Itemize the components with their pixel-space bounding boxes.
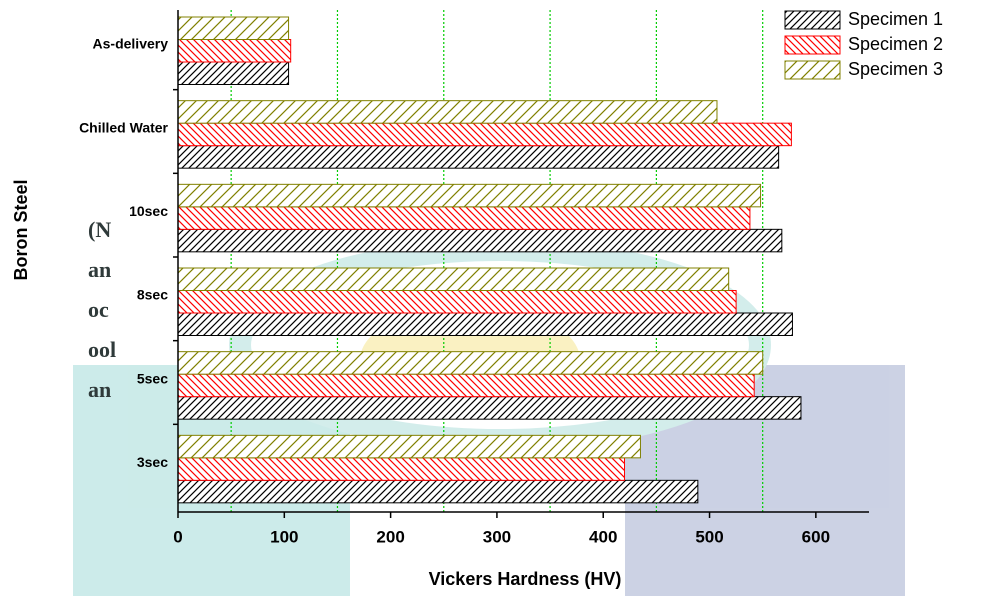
bar xyxy=(177,457,625,481)
bar xyxy=(177,228,783,253)
x-tick-label: 100 xyxy=(270,527,298,546)
y-tick-label: 10sec xyxy=(129,203,168,219)
y-tick-label: 8sec xyxy=(137,287,168,303)
x-tick-label: 0 xyxy=(173,527,182,546)
x-tick-label: 500 xyxy=(695,527,723,546)
bar xyxy=(177,267,730,291)
bar xyxy=(177,479,699,504)
y-tick-label: As-delivery xyxy=(93,36,169,52)
bar xyxy=(177,61,290,85)
legend-swatch xyxy=(784,60,841,80)
bar xyxy=(177,396,802,420)
x-tick-label: 600 xyxy=(802,527,830,546)
bar xyxy=(177,434,641,459)
y-tick-label: 3sec xyxy=(137,454,168,470)
bar xyxy=(177,206,751,230)
x-tick-label: 400 xyxy=(589,527,617,546)
overlay-text: oc xyxy=(88,297,109,322)
bar xyxy=(177,290,737,314)
bar xyxy=(177,145,780,169)
x-tick-label: 300 xyxy=(483,527,511,546)
legend-label: Specimen 3 xyxy=(848,59,943,79)
legend-swatch xyxy=(784,10,841,30)
x-axis-label: Vickers Hardness (HV) xyxy=(429,569,622,589)
overlay-text: an xyxy=(88,257,111,282)
x-tick-label: 200 xyxy=(376,527,404,546)
y-tick-label: Chilled Water xyxy=(79,119,168,135)
legend-label: Specimen 2 xyxy=(848,34,943,54)
bar xyxy=(177,183,762,208)
bar xyxy=(177,351,764,375)
y-tick-label: 5sec xyxy=(137,370,168,386)
bar xyxy=(177,373,755,398)
bar xyxy=(177,16,290,40)
overlay-text: ool xyxy=(88,337,116,362)
overlay-text: an xyxy=(88,377,111,402)
bar xyxy=(177,122,792,147)
bar xyxy=(177,100,718,124)
y-axis-label: Boron Steel xyxy=(11,179,31,280)
bar xyxy=(177,312,793,336)
overlay-text: (N xyxy=(88,217,111,242)
legend-label: Specimen 1 xyxy=(848,9,943,29)
legend-swatch xyxy=(784,35,841,55)
bar xyxy=(177,39,292,63)
